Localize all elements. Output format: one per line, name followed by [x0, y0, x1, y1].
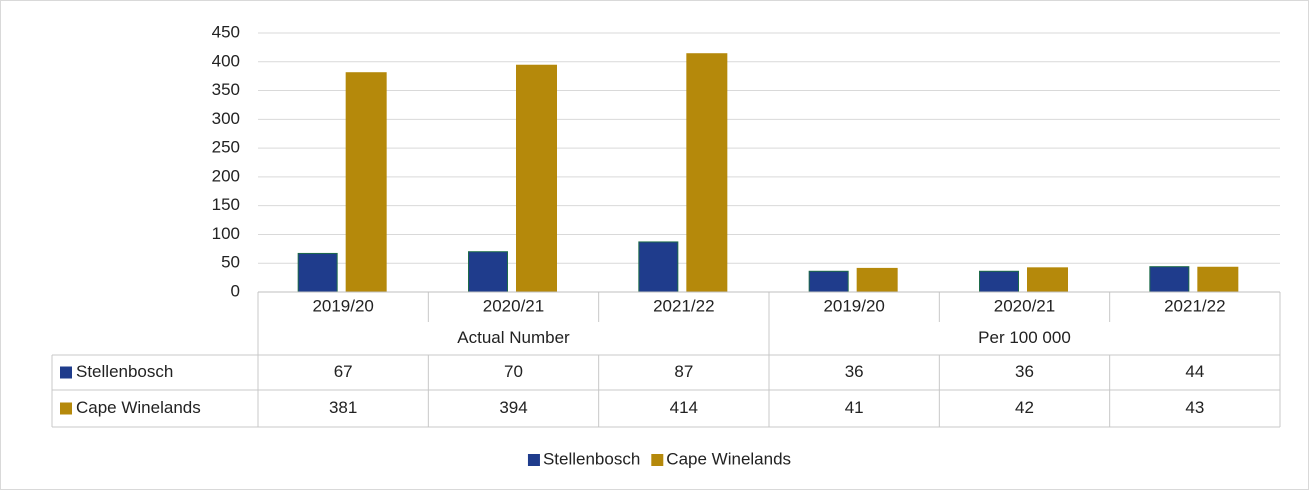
- bar: [345, 72, 387, 293]
- table-legend-key: [60, 366, 72, 379]
- legend-label: Cape Winelands: [666, 449, 791, 468]
- y-tick-label: 350: [212, 80, 240, 99]
- y-tick-label: 0: [231, 281, 240, 300]
- legend-label: Stellenbosch: [543, 449, 640, 468]
- table-value: 70: [504, 362, 523, 381]
- y-tick-label: 450: [212, 22, 240, 41]
- x-tick-label: 2020/21: [994, 296, 1055, 315]
- table-value: 42: [1015, 398, 1034, 417]
- table-legend-key: [60, 402, 72, 415]
- table-value: 414: [670, 398, 698, 417]
- bar: [516, 64, 557, 293]
- table-series-name: Cape Winelands: [76, 398, 201, 417]
- table-value: 87: [674, 362, 693, 381]
- y-tick-label: 100: [212, 224, 240, 243]
- table-value: 44: [1185, 362, 1204, 381]
- table-value: 36: [845, 362, 864, 381]
- table-value: 36: [1015, 362, 1034, 381]
- x-tick-label: 2019/20: [312, 296, 373, 315]
- y-tick-label: 50: [221, 253, 240, 272]
- bar: [979, 270, 1019, 293]
- y-tick-label: 400: [212, 51, 240, 70]
- legend-key: [527, 454, 540, 466]
- y-tick-label: 150: [212, 195, 240, 214]
- x-tick-label: 2021/22: [653, 296, 714, 315]
- table-value: 41: [845, 398, 864, 417]
- bar: [856, 267, 898, 293]
- x-tick-label: 2019/20: [823, 296, 884, 315]
- table-value: 394: [499, 398, 527, 417]
- bar: [1197, 266, 1239, 293]
- y-tick-label: 200: [212, 166, 240, 185]
- bar: [468, 251, 508, 293]
- table-value: 381: [329, 398, 357, 417]
- bar: [1149, 266, 1190, 293]
- bar: [1027, 267, 1068, 293]
- x-tick-label: 2020/21: [483, 296, 544, 315]
- x-tick-label: 2021/22: [1164, 296, 1225, 315]
- bar: [297, 252, 338, 293]
- group-label: Per 100 000: [978, 328, 1071, 347]
- bar: [686, 53, 728, 293]
- legend-key: [651, 454, 664, 466]
- bar: [638, 241, 679, 293]
- y-tick-label: 300: [212, 109, 240, 128]
- group-label: Actual Number: [457, 328, 570, 347]
- table-value: 43: [1185, 398, 1204, 417]
- table-value: 67: [334, 362, 353, 381]
- y-tick-label: 250: [212, 138, 240, 157]
- bar: [808, 270, 849, 293]
- table-series-name: Stellenbosch: [76, 362, 173, 381]
